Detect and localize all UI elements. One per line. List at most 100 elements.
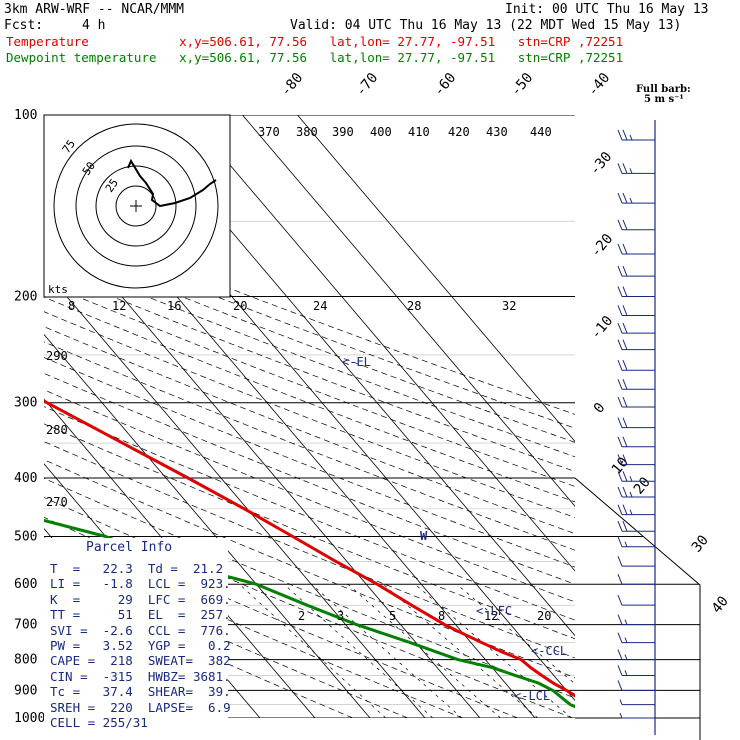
hodograph-ring [53,123,219,289]
init-time: Init: 00 UTC Thu 16 May 13 [505,2,709,17]
hodograph-ring [95,165,177,247]
pressure-tick-label: 600 [14,577,37,592]
dry-adiabat-label: 390 [332,125,354,139]
ccl-annotation: <-CCL [531,644,567,658]
mixing-ratio-label: 3 [337,609,344,623]
dry-adiabat-line [44,282,575,487]
mixing-ratio-line [382,583,539,718]
hodograph-ring [75,145,197,267]
wind-barb [617,379,655,390]
dry-adiabat-label: 380 [296,125,318,139]
mixing-ratio-label: 8 [438,609,445,623]
parcel-row: SVI = -2.6 CCL = 776. [50,623,231,638]
wind-barb [617,680,655,691]
wind-barb [617,665,655,676]
mixing-ratio-line [311,583,463,718]
dry-adiabat-label: 290 [46,349,68,363]
wind-barb [617,504,655,516]
parcel-info-title: Parcel Info [86,540,173,555]
fcst-value: 4 h [82,18,106,33]
wind-barb [617,360,655,371]
dry-adiabat-line [44,311,575,518]
parcel-row: Tc = 37.4 SHEAR= 39. [50,684,231,699]
wind-barb [617,417,655,429]
parcel-row: SREH = 220 LAPSE= 6.9 [50,700,231,715]
model-title: 3km ARW-WRF -- NCAR/MMM [4,2,185,17]
wind-barb [617,471,655,482]
isotherm-line [187,115,575,572]
wind-barb [617,436,655,448]
pressure-tick-label: 700 [14,618,37,633]
dry-adiabat-line [44,215,575,415]
pressure-tick-label: 1000 [14,711,45,726]
hodograph-speed-label: 8 [68,299,75,313]
wind-barb [617,454,655,466]
isotherm-line [44,333,371,718]
dry-adiabat-label: 270 [46,495,68,509]
dry-adiabat-label: 430 [486,125,508,139]
dry-adiabat-line [44,516,518,718]
wind-barb [617,396,655,408]
isotherm-label: -30 [587,149,616,179]
wind-barb [617,129,655,141]
wind-barb [617,163,655,174]
isotherm-label: 0 [591,400,609,417]
isotherm-label: -60 [431,70,460,100]
isotherm-line [297,115,575,443]
wind-barb [617,486,655,498]
isotherm-label: -20 [588,231,617,261]
isotherm-label: -50 [508,70,537,100]
pressure-tick-label: 400 [14,471,37,486]
mixing-ratio-line [414,583,572,718]
wind-barb [617,286,655,298]
mixing-ratio-label: 20 [537,609,551,623]
dry-adiabat-label: 280 [46,423,68,437]
valid-time: Valid: 04 UTC Thu 16 May 13 (22 MDT Wed … [290,18,682,33]
wind-barb [617,192,655,204]
isotherm-label: -70 [353,70,382,100]
hodograph-speed-label: 28 [407,299,421,313]
isotherm-line [242,115,575,507]
pressure-tick-label: 300 [14,396,37,411]
wind-barb [617,649,655,661]
hodograph-ring [115,185,157,227]
hodograph-ring-label: 75 [60,137,78,155]
parcel-row: K = 29 LFC = 669. [50,592,231,607]
hodograph-ring-label: 50 [80,159,98,177]
parcel-row: T = 22.3 Td = 21.2 [50,561,224,576]
hodograph-speed-label: 24 [313,299,327,313]
barb-legend-line2: 5 m s⁻¹ [644,94,684,105]
pressure-tick-label: 900 [14,683,37,698]
pressure-tick-label: 100 [14,108,37,123]
parcel-row: TT = 51 EL = 257. [50,607,231,622]
pressure-tick-label: 500 [14,529,37,544]
wind-barb [617,555,655,567]
dry-adiabat-label: 440 [530,125,552,139]
dry-adiabat-line [44,373,575,585]
dry-adiabat-line [44,389,575,603]
wind-barb [617,595,655,606]
pressure-tick-label: 200 [14,290,37,305]
wind-barb [617,521,655,532]
wind-barb [617,614,655,626]
isotherm-label: 20 [631,474,654,497]
isotherm-label: 40 [709,593,732,616]
lcl-annotation: <-LCL [514,689,550,703]
parcel-info-panel: Parcel Info T = 22.3 Td = 21.2 LI = -1.8… [44,538,231,738]
isotherm-label: -40 [585,70,614,100]
mixing-ratio-label: 5 [389,609,396,623]
mixing-ratio-label: 2 [298,609,305,623]
mixing-ratio-line [239,583,387,718]
dry-adiabat-label: 370 [258,125,280,139]
fcst-label: Fcst: [4,18,44,33]
wind-barb [617,339,655,351]
isotherm-line [44,398,316,718]
dry-adiabat-line [44,537,463,718]
wind-barb [619,699,655,706]
isotherm-label: 30 [689,532,712,555]
dry-adiabat-line [44,477,575,699]
barb-legend-line1: Full barb: [636,84,691,95]
dry-adiabat-line [44,268,575,472]
dry-adiabat-label: 420 [448,125,470,139]
